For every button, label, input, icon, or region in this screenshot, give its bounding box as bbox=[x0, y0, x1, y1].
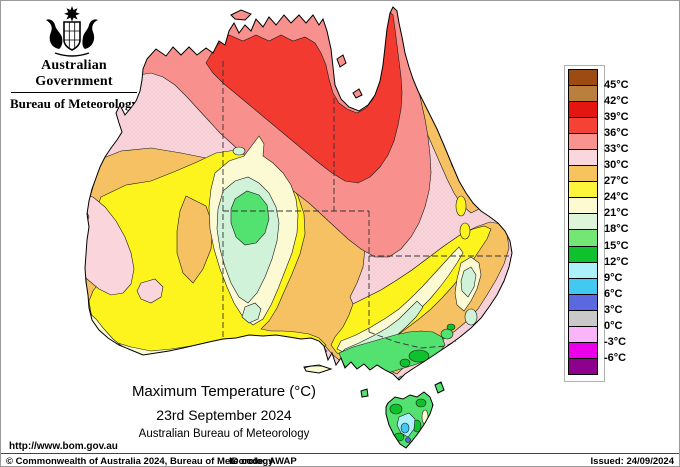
region-green-cairns-dot bbox=[443, 125, 449, 133]
bureau-title: Bureau of Meteorology bbox=[9, 96, 139, 111]
legend-swatches bbox=[568, 69, 598, 375]
legend-label--6°C: -6°C bbox=[604, 352, 627, 365]
legend-label-18°C: 18°C bbox=[604, 223, 629, 236]
region-red-west-dot bbox=[68, 212, 76, 220]
region-green-sw-tip-2 bbox=[107, 344, 119, 352]
legend-swatch-16 bbox=[568, 325, 598, 343]
footer-divider bbox=[1, 453, 679, 454]
legend-swatch-4 bbox=[568, 133, 598, 151]
legend-swatch-15 bbox=[568, 309, 598, 327]
map-title: Maximum Temperature (°C) bbox=[131, 383, 317, 400]
legend-frame bbox=[564, 65, 605, 382]
legend-label-36°C: 36°C bbox=[604, 126, 629, 139]
government-title: Australian Government bbox=[35, 58, 113, 89]
legend-swatch-17 bbox=[568, 341, 598, 359]
map-date: 23rd September 2024 bbox=[156, 407, 292, 423]
legend-swatch-10 bbox=[568, 229, 598, 247]
region-blue-tasmania bbox=[405, 437, 411, 443]
region-palegreen-nsw bbox=[460, 266, 477, 298]
legend-swatch-18 bbox=[568, 357, 598, 375]
footer-url: http://www.bom.gov.au bbox=[9, 441, 118, 452]
legend-label-42°C: 42°C bbox=[604, 94, 629, 107]
legend-label-6°C: 6°C bbox=[604, 287, 623, 300]
legend-label-3°C: 3°C bbox=[604, 303, 623, 316]
region-darkgreen-vic-3 bbox=[399, 358, 411, 368]
region-red-north bbox=[205, 10, 403, 184]
region-salmon-west-spot bbox=[85, 200, 90, 232]
region-palegreen-nsw-2 bbox=[464, 308, 478, 326]
legend-swatch-11 bbox=[568, 245, 598, 263]
header-block: Australian Government Bureau of Meteorol… bbox=[5, 58, 143, 112]
region-green-core bbox=[230, 190, 270, 246]
region-darkgreen-tas-1 bbox=[389, 403, 403, 415]
legend-label-9°C: 9°C bbox=[604, 271, 623, 284]
legend-swatch-1 bbox=[568, 85, 598, 103]
legend-label-33°C: 33°C bbox=[604, 142, 629, 155]
title-block: Maximum Temperature (°C) 23rd September … bbox=[59, 383, 389, 440]
legend-label-15°C: 15°C bbox=[604, 239, 629, 252]
region-pink-west-band bbox=[85, 194, 135, 296]
australian-coat-of-arms-icon bbox=[46, 6, 98, 57]
map-source: Australian Bureau of Meteorology bbox=[138, 428, 310, 440]
legend-swatch-3 bbox=[568, 117, 598, 135]
region-green-nsw-alps bbox=[440, 328, 454, 340]
region-yellow-coast-spot-1 bbox=[437, 112, 451, 134]
legend-swatch-12 bbox=[568, 261, 598, 279]
footer-issued-date: Issued: 24/09/2024 bbox=[590, 456, 674, 467]
legend-swatch-2 bbox=[568, 101, 598, 119]
region-darkgreen-nsw bbox=[446, 323, 456, 331]
region-darkgreen-vic-2 bbox=[425, 359, 441, 371]
region-yellow-coast-spot-3 bbox=[455, 195, 467, 217]
legend-label-27°C: 27°C bbox=[604, 175, 629, 188]
footer-id-code: ID code: AWAP bbox=[229, 456, 297, 467]
legend-label-12°C: 12°C bbox=[604, 255, 629, 268]
legend-swatch-0 bbox=[568, 69, 598, 87]
legend-swatch-9 bbox=[568, 213, 598, 231]
region-pink-west-blob2 bbox=[136, 278, 164, 304]
legend-label-24°C: 24°C bbox=[604, 191, 629, 204]
legend-swatch-6 bbox=[568, 165, 598, 183]
region-cyan-tasmania bbox=[400, 422, 410, 434]
region-yellow-coast-spot-4 bbox=[459, 222, 471, 240]
state-borders bbox=[222, 61, 509, 349]
region-cream-tas-east bbox=[421, 409, 429, 425]
legend-label-39°C: 39°C bbox=[604, 110, 629, 123]
legend-label--3°C: -3°C bbox=[604, 336, 627, 349]
legend-label-0°C: 0°C bbox=[604, 320, 623, 332]
legend-label-21°C: 21°C bbox=[604, 207, 629, 220]
legend-swatch-13 bbox=[568, 277, 598, 295]
region-palegreen-below bbox=[241, 302, 262, 324]
legend-label-30°C: 30°C bbox=[604, 159, 629, 171]
region-palegreen-north-dot bbox=[232, 146, 246, 156]
legend-swatch-8 bbox=[568, 197, 598, 215]
coastline bbox=[84, 6, 513, 449]
region-blue-alps-dot bbox=[431, 355, 437, 361]
region-green-sw-tip bbox=[93, 336, 109, 346]
header-divider bbox=[11, 92, 137, 93]
footer-copyright: © Commonwealth of Australia 2024, Bureau… bbox=[6, 456, 274, 467]
legend-swatch-14 bbox=[568, 293, 598, 311]
legend-label-45°C: 45°C bbox=[604, 78, 629, 91]
region-darkgreen-vic-1 bbox=[408, 349, 430, 363]
legend-labels: 45°C 42°C 39°C 36°C 33°C 30°C 27°C 24°C 21°C 18°C… bbox=[604, 1, 664, 466]
region-palegreen-cairns bbox=[440, 120, 450, 134]
legend-swatch-7 bbox=[568, 181, 598, 199]
region-darkgreen-tas-2 bbox=[415, 398, 427, 408]
legend-swatch-5 bbox=[568, 149, 598, 167]
